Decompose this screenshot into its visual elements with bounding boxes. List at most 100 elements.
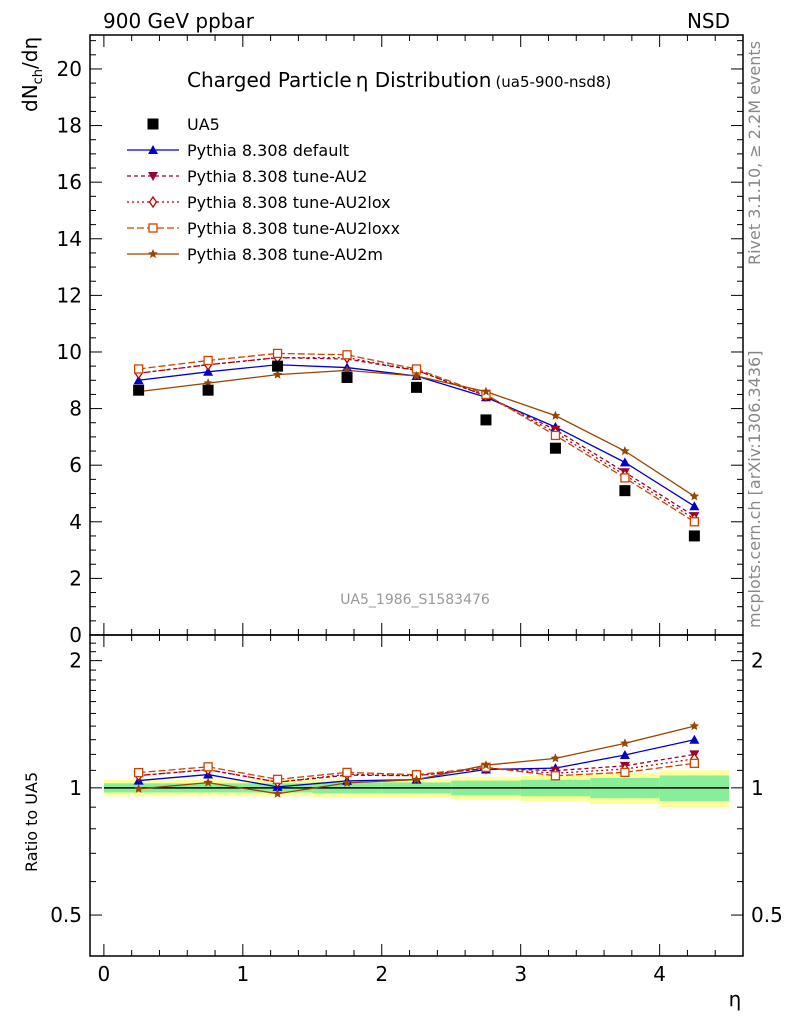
data-point (411, 381, 422, 393)
series-point (550, 410, 561, 420)
data-point (549, 442, 561, 454)
legend-label: Pythia 8.308 tune-AU2 (187, 167, 367, 186)
legend-label: UA5 (187, 115, 220, 134)
series-point (481, 386, 491, 396)
ratio-point (342, 767, 352, 778)
reference-label: UA5_1986_S1583476 (340, 592, 490, 608)
ratio-point (272, 788, 283, 798)
series-point (689, 517, 700, 527)
legend-marker (148, 249, 158, 259)
legend-marker (148, 195, 158, 209)
legend-marker (148, 172, 158, 181)
x-axis-label: η (729, 987, 742, 1011)
y-tick-label: 8 (69, 397, 82, 421)
legend-marker (148, 223, 158, 233)
ratio-line-1 (138, 753, 695, 783)
data-point (341, 371, 353, 383)
y-tick-label: 6 (69, 453, 82, 477)
chart-title: Charged Particle η Distribution (ua5-900-n… (187, 68, 611, 92)
ratio-plot-frame (89, 634, 744, 957)
ratio-y-axis-label: Ratio to UA5 (22, 772, 41, 872)
series-point (689, 501, 700, 511)
legend-label: Pythia 8.308 tune-AU2m (187, 245, 383, 264)
ratio-point (203, 762, 213, 772)
ratio-y-tick-label: 0.5 (50, 903, 82, 927)
energy-label: 900 GeV ppbar (103, 9, 255, 33)
rivet-label: Rivet 3.1.10, ≥ 2.2M events (745, 41, 764, 265)
data-point (688, 530, 700, 542)
ratio-point (689, 734, 700, 744)
y-tick-label: 16 (57, 170, 82, 194)
data-point (133, 384, 145, 396)
ratio-point (550, 753, 561, 763)
y-tick-label: 4 (69, 510, 82, 534)
series-line-2 (138, 356, 695, 520)
legend-marker (147, 118, 159, 130)
series-lines (138, 352, 695, 795)
ratio-point (133, 767, 144, 778)
y-tick-label: 0 (69, 623, 82, 647)
x-tick-labels: 0 1 2 3 4 (98, 962, 666, 986)
ratio-point (689, 758, 700, 768)
ratio-point (133, 783, 144, 793)
ratio-y-tick-label-right: 1 (751, 776, 764, 800)
series-point (620, 446, 630, 456)
ratio-point (689, 721, 700, 731)
data-point (480, 414, 492, 426)
series-point (689, 491, 700, 501)
ratio-y-tick-label-right: 0.5 (751, 903, 783, 927)
x-tick-label: 3 (514, 962, 527, 986)
legend-marker (148, 145, 158, 154)
ratio-y-tick-label: 2 (69, 649, 82, 673)
data-point (202, 384, 214, 396)
x-tick-label: 4 (653, 962, 666, 986)
ratio-point (620, 738, 630, 748)
ratio-point (481, 760, 491, 770)
ratio-line-2 (138, 758, 695, 783)
uncertainty-bands (103, 770, 730, 808)
mcplots-label: mcplots.cern.ch [arXiv:1306.3436] (745, 351, 764, 628)
series-markers (133, 348, 700, 798)
ratio-y-tick-label: 1 (69, 776, 82, 800)
data-point (619, 485, 631, 497)
series-point (203, 366, 214, 376)
series-point (203, 355, 213, 366)
series-point (550, 430, 561, 441)
y-tick-label: 10 (57, 340, 82, 364)
x-tick-label: 0 (98, 962, 111, 986)
series-point (342, 350, 352, 360)
legend-label: Pythia 8.308 default (187, 141, 349, 160)
ratio-line-3 (138, 762, 695, 781)
legend-label: Pythia 8.308 tune-AU2lox (187, 193, 391, 212)
x-tick-label: 2 (375, 962, 388, 986)
ratio-point (203, 777, 213, 787)
legend: UA5 Pythia 8.308 default Pythia 8.308 tune… (127, 115, 400, 264)
ratio-point (272, 774, 283, 785)
ratio-point (550, 771, 561, 781)
series-point (411, 371, 422, 381)
series-point (272, 348, 283, 359)
y-tick-label: 12 (57, 283, 82, 307)
ratio-point (411, 774, 422, 784)
legend-label: Pythia 8.308 tune-AU2loxx (187, 219, 400, 238)
series-point (272, 369, 283, 379)
series-point (133, 375, 144, 385)
x-tick-label: 1 (236, 962, 249, 986)
ratio-point (620, 767, 630, 777)
ratio-point (342, 777, 352, 787)
series-point (620, 473, 630, 483)
y-tick-label: 18 (57, 114, 82, 138)
y-tick-label: 20 (57, 57, 82, 81)
ratio-y-tick-label-right: 2 (751, 649, 764, 673)
y-axis-label: dNch/dη (18, 37, 46, 112)
series-point (619, 457, 630, 467)
ratio-point (619, 749, 630, 759)
y-tick-label: 2 (69, 566, 82, 590)
y-tick-label: 14 (57, 227, 82, 251)
series-line-1 (138, 356, 695, 517)
data-point (272, 360, 284, 372)
process-label: NSD (687, 9, 730, 33)
